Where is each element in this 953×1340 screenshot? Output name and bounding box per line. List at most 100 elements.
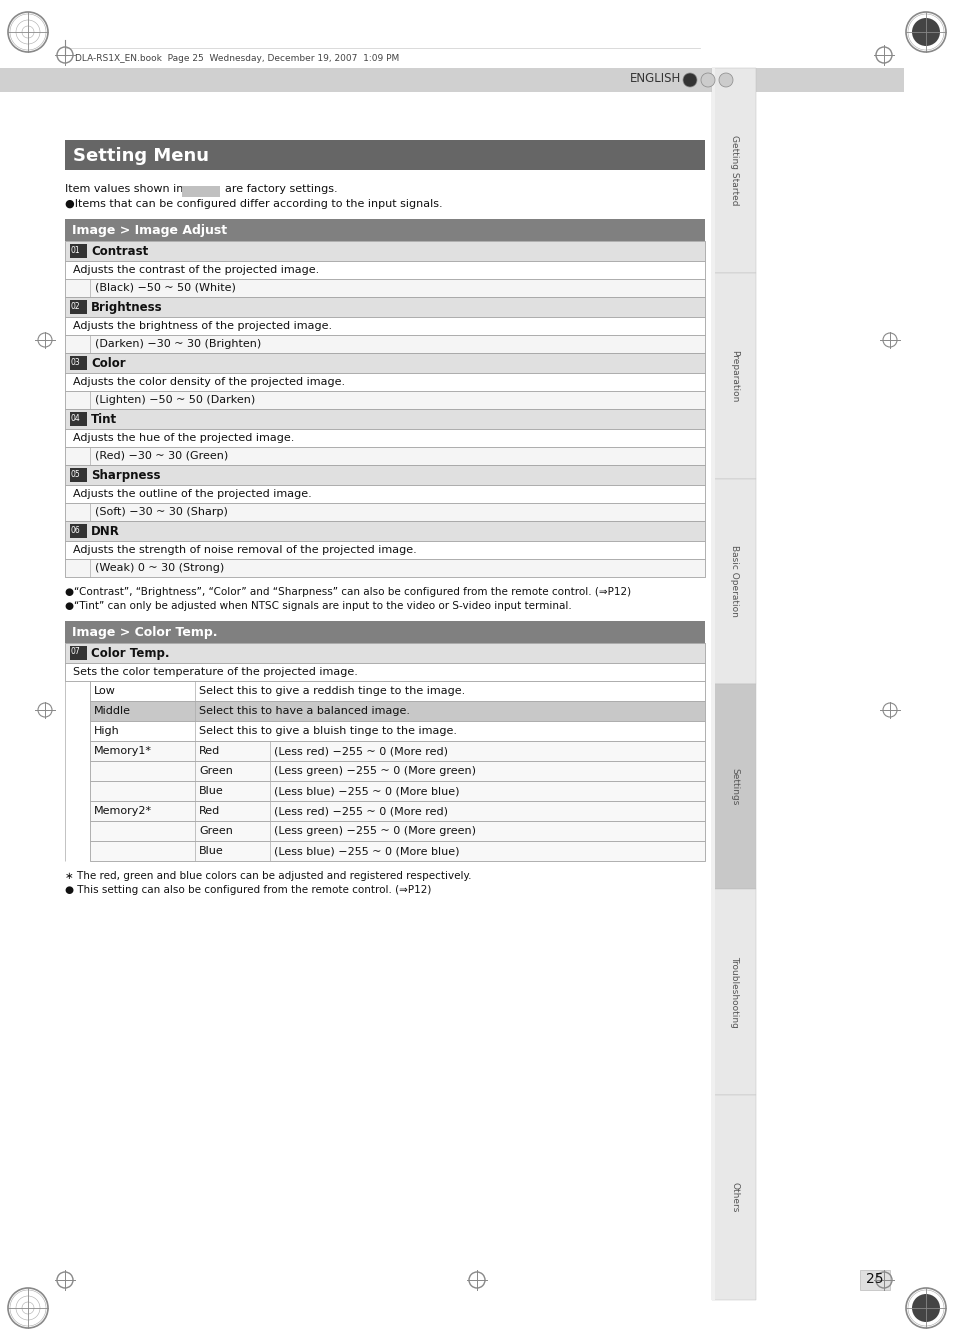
Text: (Less blue) −255 ~ 0 (More blue): (Less blue) −255 ~ 0 (More blue) [274, 787, 459, 796]
Text: Red: Red [199, 805, 220, 816]
Text: Others: Others [730, 1182, 739, 1213]
Bar [90, 681, 704, 701]
Text: DNR: DNR [91, 525, 120, 537]
Bar [65, 502, 704, 521]
Text: Select this to give a reddish tinge to the image.: Select this to give a reddish tinge to t… [199, 686, 465, 695]
Text: ●Items that can be configured differ according to the input signals.: ●Items that can be configured differ acc… [65, 200, 442, 209]
Bar [70, 244, 87, 259]
Text: Adjusts the hue of the projected image.: Adjusts the hue of the projected image. [73, 433, 294, 444]
Text: (Soft) −30 ~ 30 (Sharp): (Soft) −30 ~ 30 (Sharp) [95, 507, 228, 517]
Text: Green: Green [199, 825, 233, 836]
Bar [711, 273, 714, 478]
Text: Color: Color [91, 356, 126, 370]
Text: 02: 02 [71, 302, 81, 311]
Text: are factory settings.: are factory settings. [225, 184, 337, 194]
Text: Memory1*: Memory1* [94, 746, 152, 756]
Text: (Black) −50 ~ 50 (White): (Black) −50 ~ 50 (White) [95, 283, 235, 293]
Bar [65, 409, 704, 429]
Bar [65, 559, 704, 578]
Text: Image > Color Temp.: Image > Color Temp. [71, 626, 217, 639]
Bar [65, 335, 704, 352]
Bar [65, 373, 704, 391]
Text: 05: 05 [71, 470, 81, 478]
Bar [90, 721, 704, 741]
Text: 03: 03 [71, 358, 81, 367]
Text: (Darken) −30 ~ 30 (Brighten): (Darken) −30 ~ 30 (Brighten) [95, 339, 261, 348]
Text: Adjusts the outline of the projected image.: Adjusts the outline of the projected ima… [73, 489, 312, 498]
Text: Adjusts the color density of the projected image.: Adjusts the color density of the project… [73, 377, 345, 387]
Text: 07: 07 [71, 647, 81, 657]
Bar [711, 683, 714, 890]
Bar [65, 139, 704, 170]
Text: Red: Red [199, 746, 220, 756]
Text: 25: 25 [865, 1272, 882, 1286]
Bar [90, 821, 704, 842]
Text: Basic Operation: Basic Operation [730, 545, 739, 618]
Text: ●“Contrast”, “Brightness”, “Color” and “Sharpness” can also be configured from t: ●“Contrast”, “Brightness”, “Color” and “… [65, 587, 631, 598]
Text: Setting Menu: Setting Menu [73, 147, 209, 165]
Text: Select this to give a bluish tinge to the image.: Select this to give a bluish tinge to th… [199, 726, 456, 736]
Bar [90, 842, 704, 862]
Text: Middle: Middle [94, 706, 131, 716]
Bar [65, 352, 704, 373]
Text: Settings: Settings [730, 768, 739, 805]
Text: 01: 01 [71, 247, 81, 255]
Bar [711, 273, 755, 478]
Bar [65, 521, 704, 541]
Bar [65, 620, 704, 643]
Bar [65, 465, 704, 485]
Text: Item values shown in: Item values shown in [65, 184, 183, 194]
Bar [65, 261, 704, 279]
Text: Adjusts the brightness of the projected image.: Adjusts the brightness of the projected … [73, 322, 332, 331]
Text: (Less red) −255 ~ 0 (More red): (Less red) −255 ~ 0 (More red) [274, 805, 448, 816]
Text: Green: Green [199, 766, 233, 776]
Text: (Less green) −255 ~ 0 (More green): (Less green) −255 ~ 0 (More green) [274, 825, 476, 836]
Bar [70, 468, 87, 482]
Text: (Less red) −255 ~ 0 (More red): (Less red) −255 ~ 0 (More red) [274, 746, 448, 756]
Bar [65, 391, 704, 409]
Text: (Less blue) −255 ~ 0 (More blue): (Less blue) −255 ~ 0 (More blue) [274, 846, 459, 856]
Bar [701, 68, 713, 1340]
Circle shape [719, 72, 732, 87]
Text: Preparation: Preparation [730, 350, 739, 402]
Bar [65, 663, 704, 681]
Text: Getting Started: Getting Started [730, 135, 739, 206]
Bar [65, 448, 704, 465]
Bar [711, 683, 755, 890]
Text: High: High [94, 726, 120, 736]
Bar [90, 701, 704, 721]
Text: 06: 06 [71, 527, 81, 535]
Bar [65, 297, 704, 318]
Text: Contrast: Contrast [91, 245, 148, 259]
Text: Sharpness: Sharpness [91, 469, 160, 482]
Bar [711, 478, 714, 683]
Text: (Red) −30 ~ 30 (Green): (Red) −30 ~ 30 (Green) [95, 452, 228, 461]
Bar [182, 186, 220, 197]
Circle shape [911, 17, 939, 46]
Text: Adjusts the contrast of the projected image.: Adjusts the contrast of the projected im… [73, 265, 319, 275]
Bar [0, 68, 903, 92]
Circle shape [911, 1294, 939, 1323]
Circle shape [700, 72, 714, 87]
Bar [65, 318, 704, 335]
Bar [711, 890, 714, 1095]
Bar [65, 218, 704, 241]
Text: Blue: Blue [199, 846, 224, 856]
Bar [65, 643, 704, 663]
Bar [711, 68, 714, 273]
Bar [65, 429, 704, 448]
Bar [711, 68, 755, 273]
Bar [65, 485, 704, 502]
Text: Memory2*: Memory2* [94, 805, 152, 816]
Text: Adjusts the strength of noise removal of the projected image.: Adjusts the strength of noise removal of… [73, 545, 416, 555]
Text: ∗ The red, green and blue colors can be adjusted and registered respectively.: ∗ The red, green and blue colors can be … [65, 871, 471, 880]
Bar [711, 1095, 714, 1300]
Bar [711, 890, 755, 1095]
Text: Tint: Tint [91, 413, 117, 426]
Text: ●“Tint” can only be adjusted when NTSC signals are input to the video or S-video: ●“Tint” can only be adjusted when NTSC s… [65, 602, 571, 611]
Bar [65, 279, 704, 297]
Bar [70, 411, 87, 426]
Bar [70, 646, 87, 661]
Bar [90, 761, 704, 781]
Text: Select this to have a balanced image.: Select this to have a balanced image. [199, 706, 410, 716]
